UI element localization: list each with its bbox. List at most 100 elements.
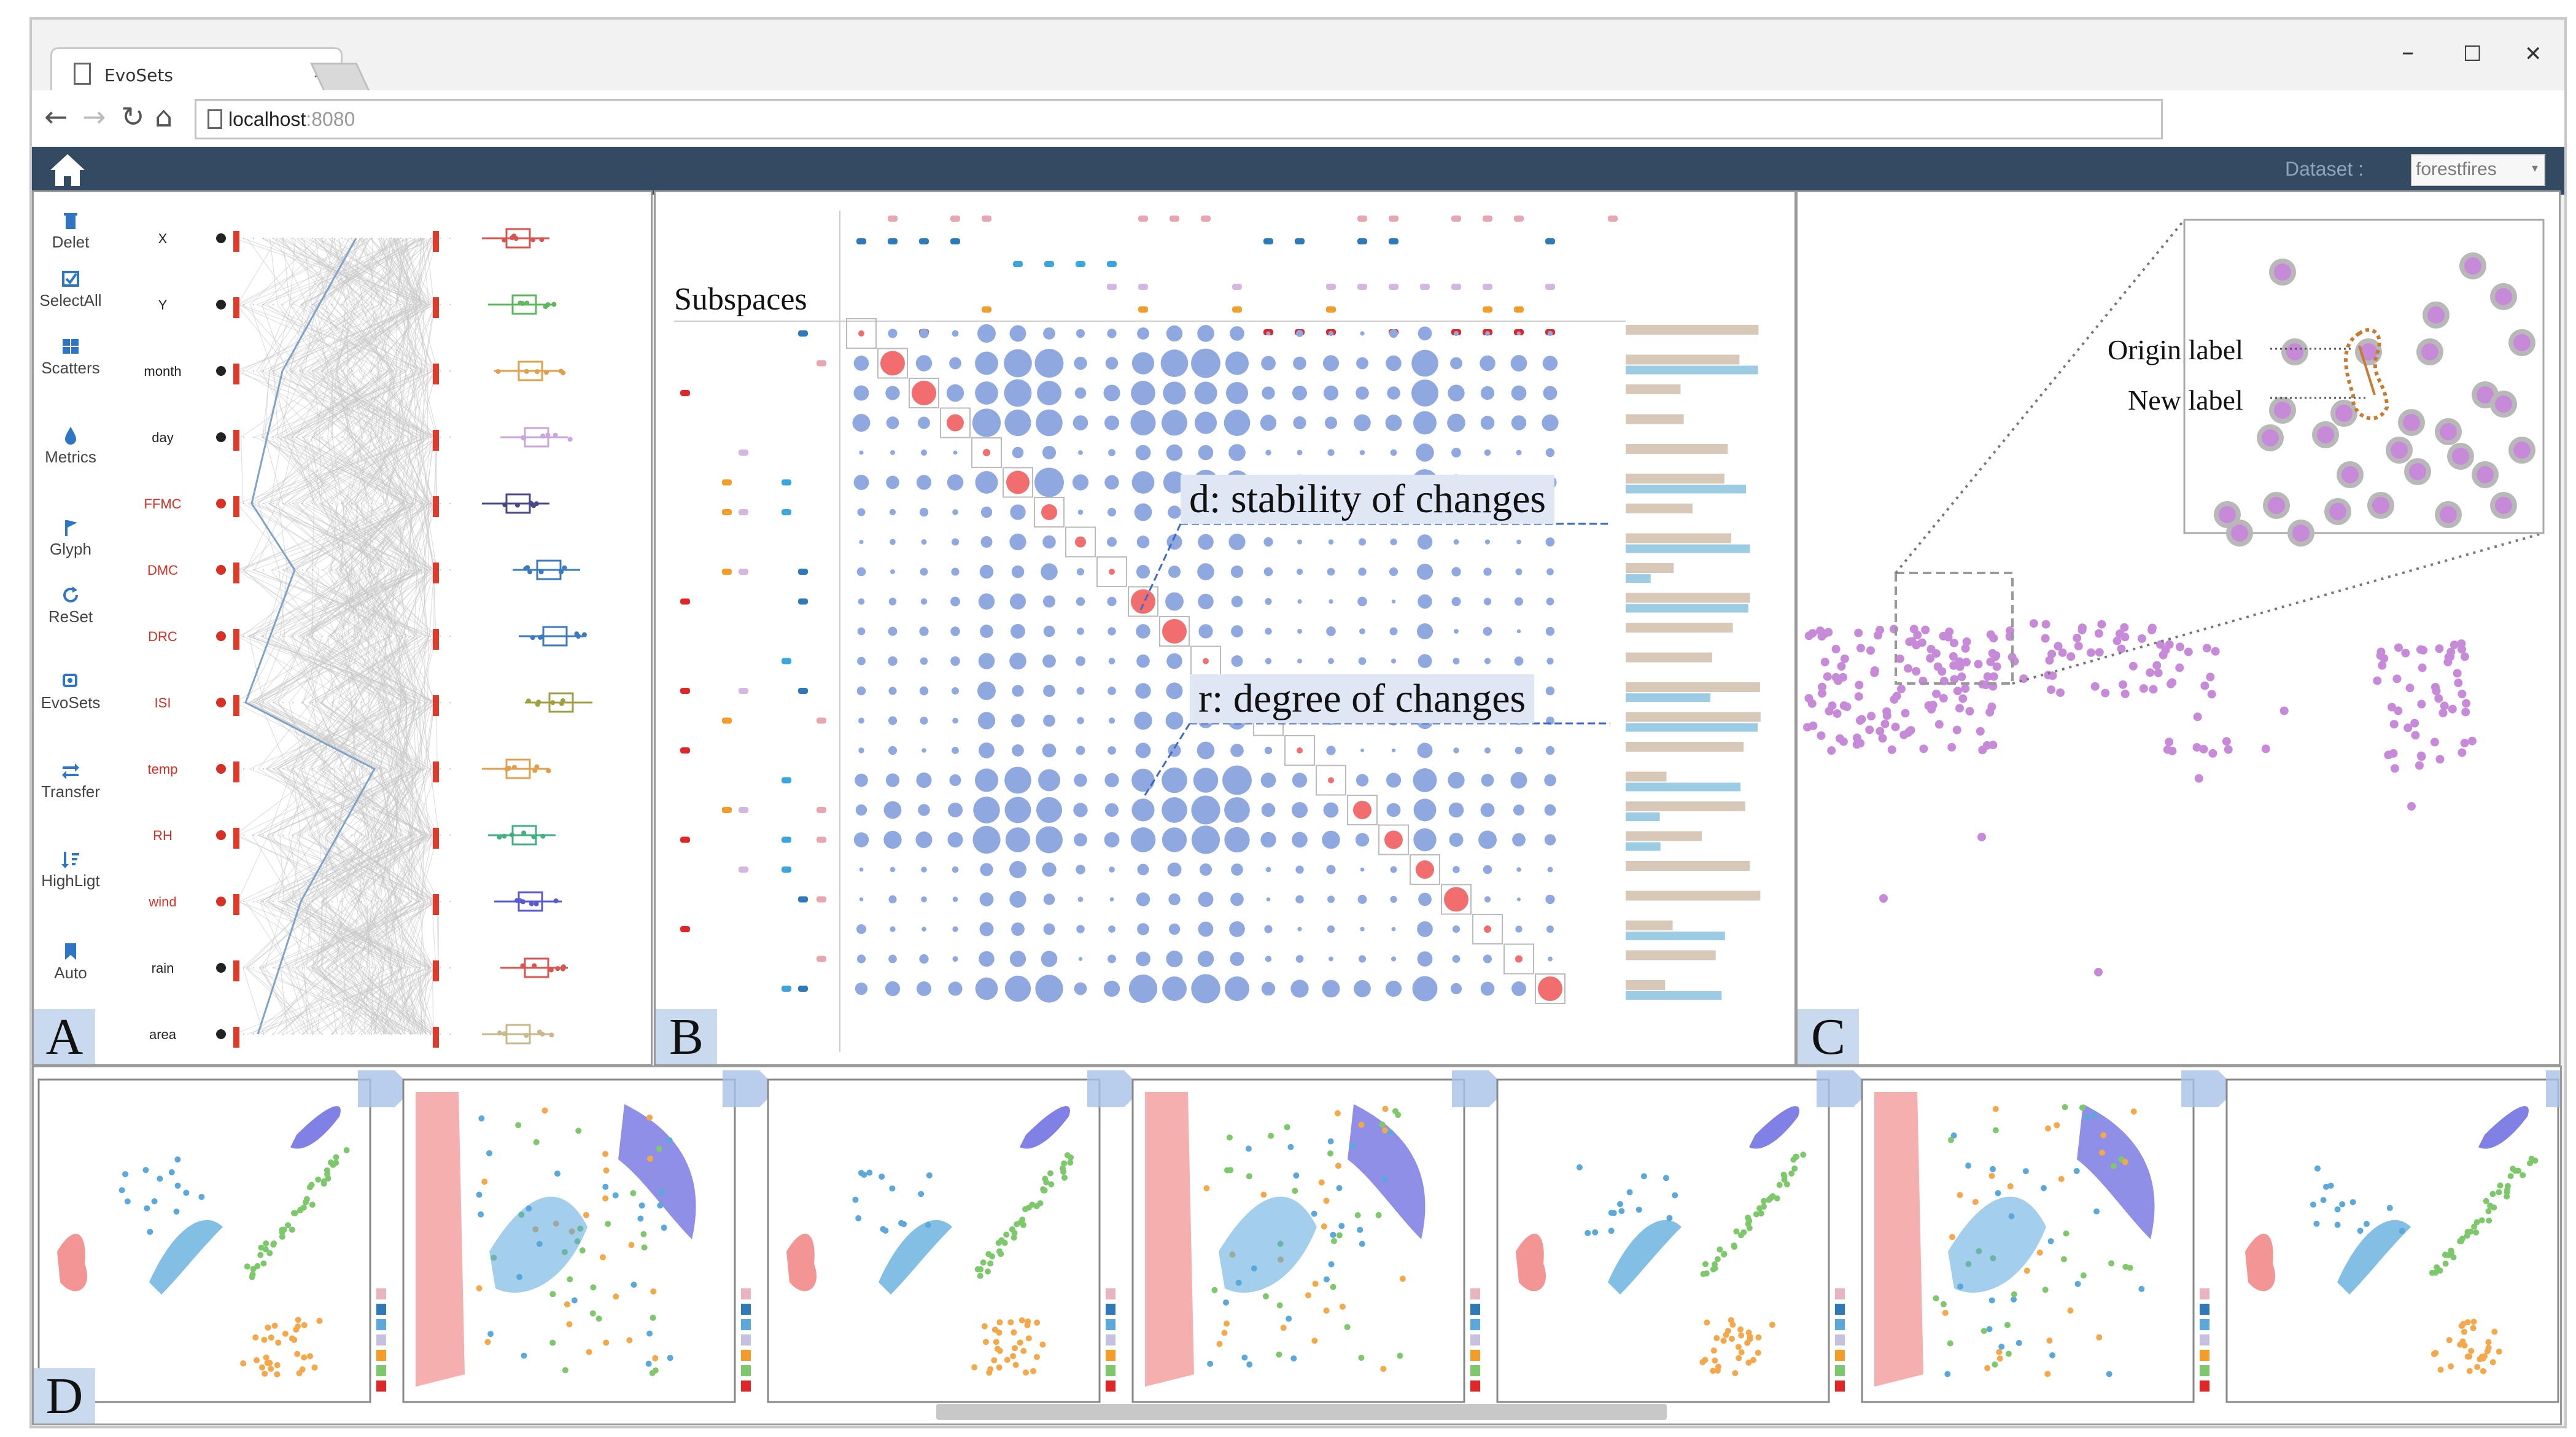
subspace-matrix[interactable] [656,192,1794,1064]
cluster-point-green [1042,1175,1049,1182]
data-point [2163,745,2172,754]
matrix-dot [1453,747,1459,754]
axis-dot [216,764,226,774]
reload-icon[interactable]: ↻ [121,100,145,133]
evolution-timeline[interactable] [34,1067,2560,1423]
legend-swatch [1470,1304,1480,1315]
inset-point [2341,466,2359,483]
matrix-dot [1136,951,1150,967]
boxplot-point [534,369,540,375]
diagonal-cell [1034,497,1065,528]
data-point [1820,658,1829,667]
cluster-point [2110,1162,2117,1169]
data-point [1974,660,1983,669]
matrix-dot [953,450,958,455]
matrix-dot [946,384,964,402]
cluster-point [549,1291,556,1298]
data-point [2206,672,2215,682]
data-point [2207,690,2216,699]
back-icon[interactable]: ← [44,100,68,133]
cluster-point-blue [925,1221,931,1228]
dataset-select[interactable]: forestfires ▾ [2411,154,2545,186]
matrix-dot [1107,507,1117,517]
data-point [2120,689,2130,698]
cluster-point-orange [1714,1367,1721,1374]
home-icon[interactable] [49,153,86,187]
tool-evosets-button[interactable]: EvoSets [34,671,107,712]
tool-selectall-button[interactable]: SelectAll [34,269,107,310]
matrix-dot [1131,768,1155,792]
tool-auto-button[interactable]: Auto [34,941,107,983]
tool-delet-button[interactable]: Delet [34,211,107,252]
cluster-point [1996,1349,2003,1355]
cluster-point [1949,1234,1956,1240]
matrix-dot [1198,921,1214,937]
cluster-point-orange [2491,1328,2498,1335]
matrix-dot [1411,349,1438,377]
data-point [2152,661,2162,670]
tool-metrics-button[interactable]: Metrics [34,426,107,467]
matrix-dot [888,895,897,904]
matrix-dot [1073,803,1088,817]
axis-dot [216,366,226,376]
data-point [2056,688,2065,697]
close-window-icon[interactable]: ✕ [2524,42,2542,66]
data-point [1804,694,1814,703]
cluster-point-green [2486,1217,2493,1224]
minimize-icon[interactable]: – [2402,38,2414,66]
cluster-point-orange [2464,1353,2471,1360]
address-bar[interactable]: localhost:8080 [195,99,2163,139]
boxplot-point [524,1033,529,1038]
tool-glyph-button[interactable]: Glyph [34,518,107,559]
cluster-point [1998,1343,2005,1350]
encoding-mark [782,509,791,515]
data-point [2403,723,2413,733]
tool-scatters-button[interactable]: Scatters [34,337,107,378]
cluster-point [1330,1237,1337,1244]
encoding-mark [1232,284,1242,290]
projection-scatterplot[interactable] [1798,192,2559,1064]
tool-transfer-button[interactable]: Transfer [34,760,107,801]
data-point [1879,894,1888,903]
cluster-point-green [290,1210,297,1217]
cluster-point [1957,1191,1963,1198]
cluster-point-orange [274,1371,281,1377]
matrix-dot [1076,597,1085,606]
tool-reset-button[interactable]: ReSet [34,585,107,626]
data-point [2458,690,2467,699]
cluster-point-orange [295,1317,301,1323]
matrix-dot [1011,565,1025,578]
cluster-red [57,1234,88,1291]
bar-degree [1626,842,1661,851]
url-host: localhost [228,108,306,130]
matrix-dot [977,324,996,343]
data-point [2087,648,2096,657]
cluster-point-green [285,1222,292,1229]
cluster-point-green [333,1159,339,1166]
home-nav-icon[interactable]: ⌂ [155,100,173,133]
cluster-point [541,1107,548,1114]
encoding-mark [1170,216,1179,222]
cluster-point-green [1061,1160,1068,1167]
cluster-point-green [2429,1269,2435,1276]
matrix-dot [974,768,999,792]
inset-point [2421,343,2438,360]
parallel-coordinates-plot[interactable]: XYmonthdayFFMCDMCDRCISItempRHwindrainare… [114,192,648,1064]
data-point [2450,641,2459,650]
matrix-dot [952,330,959,337]
cluster-point-orange [2432,1350,2439,1357]
tool-highligt-button[interactable]: HighLigt [34,849,107,890]
matrix-dot [1322,355,1340,372]
matrix-dot [1077,897,1084,902]
maximize-icon[interactable]: ☐ [2463,42,2482,66]
data-point [2394,643,2403,652]
matrix-dot [1356,774,1369,787]
cluster-point [1947,1137,1954,1143]
data-point [2279,706,2289,715]
forward-icon[interactable]: → [82,100,106,133]
matrix-dot [1010,504,1026,520]
matrix-dot [1297,539,1303,545]
data-point [1833,709,1842,718]
range-handle-left [233,496,239,517]
data-point [2094,629,2103,638]
